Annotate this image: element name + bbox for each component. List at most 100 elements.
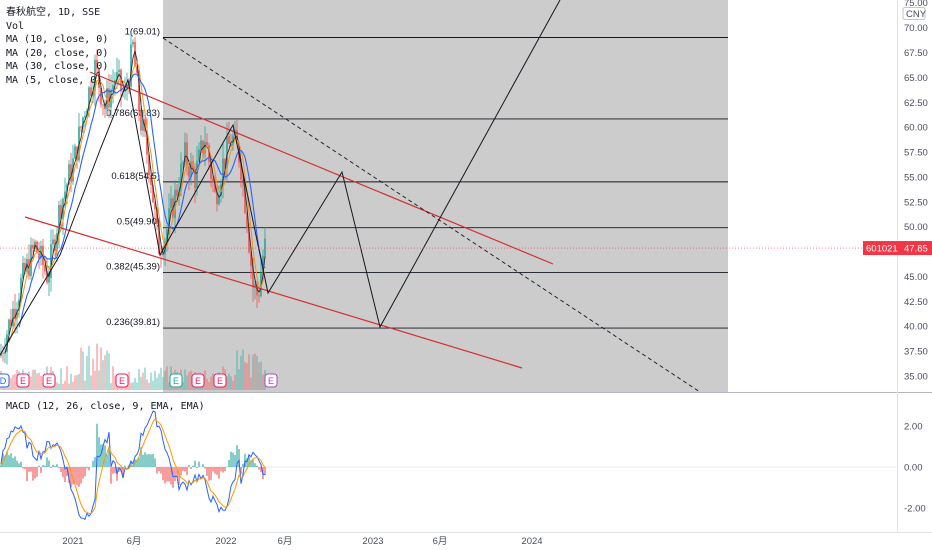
macd-histogram-bar: [174, 467, 176, 482]
macd-histogram-bar: [164, 467, 166, 484]
volume-bar: [60, 368, 62, 390]
macd-histogram-bar: [152, 453, 154, 467]
macd-histogram-bar: [20, 461, 22, 467]
fib-retracement[interactable]: 1(69.01) 0.786(60.83) 0.618(54.5) 0.5(49.90…: [106, 27, 728, 329]
macd-histogram-bar: [172, 467, 174, 488]
volume-bar: [160, 367, 162, 390]
macd-histogram-bar: [8, 455, 10, 467]
price-tick-label: 65.00: [904, 73, 928, 84]
candle-body: [90, 87, 92, 96]
candle-body: [228, 136, 230, 144]
fib-zone-rect: [163, 0, 728, 392]
macd-histogram-bar: [236, 445, 238, 467]
candle-body: [38, 252, 40, 259]
drawings[interactable]: [0, 0, 701, 393]
macd-histogram-bar: [62, 467, 64, 478]
volume-bar: [240, 355, 242, 390]
macd-histogram-bar: [194, 460, 196, 467]
macd-histogram-bar: [82, 467, 84, 479]
volume-bar: [234, 374, 236, 390]
fib-shaded-zone: [163, 0, 728, 392]
volume-bar: [242, 349, 244, 390]
indicator-ma10[interactable]: MA (10, close, 0): [6, 34, 109, 46]
macd-histogram-bar: [208, 467, 210, 481]
event-marker-label: E: [173, 376, 179, 386]
candle-body: [48, 277, 50, 283]
candle-body: [216, 191, 218, 205]
candle-body: [50, 244, 52, 278]
dashed-trend-line: [162, 37, 701, 393]
macd-histogram-bar: [76, 467, 78, 486]
fib-level-label: 0.5(49.90): [117, 217, 160, 228]
candle-body: [176, 189, 178, 196]
symbol-title[interactable]: 春秋航空, 1D, SSE: [6, 7, 101, 18]
volume-bar: [136, 382, 138, 390]
price-tick-label: 37.50: [904, 347, 928, 358]
candle-body: [98, 68, 100, 88]
time-tick-label: 6月: [127, 536, 142, 547]
candle-body: [84, 115, 86, 118]
candle-body: [240, 162, 242, 180]
volume-bar: [186, 375, 188, 390]
macd-histogram-bar: [92, 460, 94, 467]
fib-level-label: 1(69.01): [125, 27, 160, 38]
candle-body: [256, 284, 258, 296]
volume-bar: [92, 358, 94, 390]
indicator-ma5[interactable]: MA (5, close, 0): [6, 74, 103, 86]
volume-bar: [210, 376, 212, 390]
macd-histogram-bar: [180, 467, 182, 476]
macd-histogram-bar: [210, 467, 212, 481]
macd-histogram-bar: [70, 467, 72, 488]
macd-histogram-bar: [52, 464, 54, 467]
indicator-ma20[interactable]: MA (20, close, 0): [6, 47, 109, 59]
macd-histogram-bar: [252, 458, 254, 467]
macd-tick-label: 2.00: [904, 421, 923, 432]
event-marker-label: D: [0, 376, 7, 386]
volume-bar: [232, 380, 234, 390]
macd-histogram-bar: [42, 465, 44, 467]
volume-bar: [110, 383, 112, 390]
macd-histogram-bar: [104, 445, 106, 467]
volume-bar: [62, 383, 64, 390]
event-marker-label: E: [119, 376, 125, 386]
candle-body: [200, 140, 202, 150]
macd-histogram-bar: [136, 459, 138, 467]
volume-bar: [188, 371, 190, 390]
macd-histogram-bar: [10, 453, 12, 467]
candle-body: [142, 119, 144, 131]
projection-zigzag: [0, 0, 561, 356]
ma20-line: [18, 73, 266, 328]
volume-bar: [72, 381, 74, 390]
macd-histogram-bar: [158, 467, 160, 472]
macd-histogram-bar: [106, 454, 108, 467]
event-marker: [264, 373, 278, 388]
indicator-ma30[interactable]: MA (30, close, 0): [6, 61, 109, 73]
volume-bar: [162, 376, 164, 390]
indicator-vol[interactable]: Vol: [6, 20, 25, 32]
macd-histogram-bar: [204, 467, 206, 469]
macd-histogram-bar: [242, 463, 244, 467]
candle-body: [204, 141, 206, 154]
volume-bar: [74, 375, 76, 390]
macd-histogram-bar: [240, 467, 242, 475]
macd-legend[interactable]: MACD (12, 26, close, 9, EMA, EMA): [6, 401, 205, 412]
macd-histogram-bar: [218, 467, 220, 479]
macd-histogram-bar: [142, 454, 144, 467]
candle-body: [242, 179, 244, 182]
macd-histogram-bar: [30, 467, 32, 472]
chart-legend: 春秋航空, 1D, SSE Vol MA (10, close, 0) MA (…: [6, 6, 108, 88]
price-tick-label: 52.50: [904, 197, 928, 208]
volume-bar: [134, 378, 136, 390]
volume-bar: [164, 370, 166, 390]
volume-bar: [260, 361, 262, 390]
macd-histogram-bar: [112, 467, 114, 474]
macd-histogram-bar: [74, 467, 76, 484]
time-axis[interactable]: 2021 6月 2022 6月 2023 6月 2024: [62, 536, 542, 547]
volume-bar: [94, 370, 96, 390]
macd-histogram-bar: [166, 467, 168, 482]
candle-body: [24, 262, 26, 272]
event-marker: [191, 373, 205, 388]
